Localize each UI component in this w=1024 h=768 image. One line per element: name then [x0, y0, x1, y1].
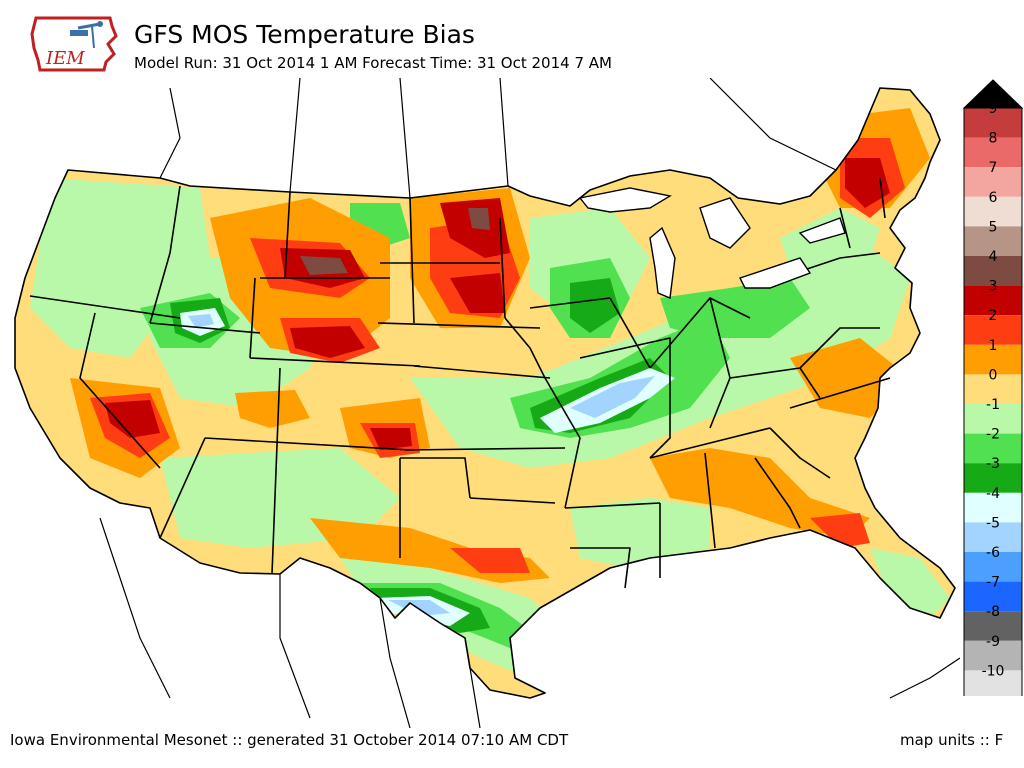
colorbar-swatch	[964, 640, 1022, 671]
colorbar-swatch	[964, 285, 1022, 316]
colorbar-tick-label: 8	[989, 131, 998, 147]
colorbar-swatch	[964, 315, 1022, 345]
colorbar-outline	[963, 107, 1023, 696]
wind-tower-icon	[70, 21, 103, 49]
great-lakes	[578, 187, 846, 300]
colorbar-tick-label: 3	[989, 279, 998, 295]
colorbar-tick-label: -10	[982, 663, 1005, 679]
iem-logo: IEM	[30, 14, 120, 74]
colorbar-swatch	[964, 256, 1022, 286]
state-borders	[14, 87, 956, 699]
colorbar-swatch	[964, 433, 1022, 464]
colorbar-swatch	[964, 552, 1022, 582]
colorbar-tick-label: 4	[989, 249, 998, 265]
page-title: GFS MOS Temperature Bias	[134, 20, 475, 49]
colorbar-swatch	[964, 196, 1022, 227]
map-units: map units :: F	[900, 731, 1004, 749]
colorbar-tick-label: 7	[989, 160, 998, 176]
page-subtitle: Model Run: 31 Oct 2014 1 AM Forecast Tim…	[134, 54, 612, 72]
footer-credit: Iowa Environmental Mesonet :: generated …	[10, 731, 569, 749]
colorbar-tick-label: -3	[986, 456, 1000, 472]
bias-fill	[15, 88, 955, 698]
colorbar-swatch	[964, 344, 1022, 375]
mexico-canada-borders	[99, 78, 960, 728]
colorbar-swatch	[964, 226, 1022, 256]
colorbar-tick-label: -7	[986, 575, 1000, 591]
colorbar-tick-label: -6	[986, 545, 1000, 561]
colorbar-swatch	[964, 137, 1022, 168]
colorbar-tick-label: 2	[989, 308, 998, 324]
bias-map	[14, 78, 960, 728]
colorbar-swatch	[964, 404, 1022, 434]
colorbar-tick-label: -8	[986, 604, 1000, 620]
colorbar-tick-label: 1	[989, 338, 998, 354]
colorbar-swatch	[964, 581, 1022, 612]
colorbar-tick-label: -9	[986, 634, 1000, 650]
colorbar-swatch	[964, 611, 1022, 641]
colorbar-swatch	[964, 108, 1022, 138]
colorbar-swatch	[964, 374, 1022, 404]
logo-text: IEM	[45, 48, 85, 69]
colorbar-swatch	[964, 670, 1022, 696]
colorbar-swatch	[964, 167, 1022, 197]
colorbar-swatch	[964, 463, 1022, 493]
colorbar-tick-label: 0	[989, 367, 998, 383]
colorbar-tick-label: 9	[989, 101, 998, 117]
colorbar-tick-label: -1	[986, 397, 1000, 413]
colorbar: 9 8 7 6 5 4 3 2 1 0 -1 -2 -3 -4 -5 -6 -7 -8 -9 -10	[962, 79, 1024, 696]
colorbar-tick-label: -5	[986, 515, 1000, 531]
colorbar-tick-label: 5	[989, 219, 998, 235]
colorbar-tick-label: 6	[989, 190, 998, 206]
colorbar-swatch	[964, 492, 1022, 523]
colorbar-swatch	[964, 522, 1022, 552]
colorbar-tick-label: -2	[986, 427, 1000, 443]
colorbar-tick-label: -4	[986, 486, 1000, 502]
